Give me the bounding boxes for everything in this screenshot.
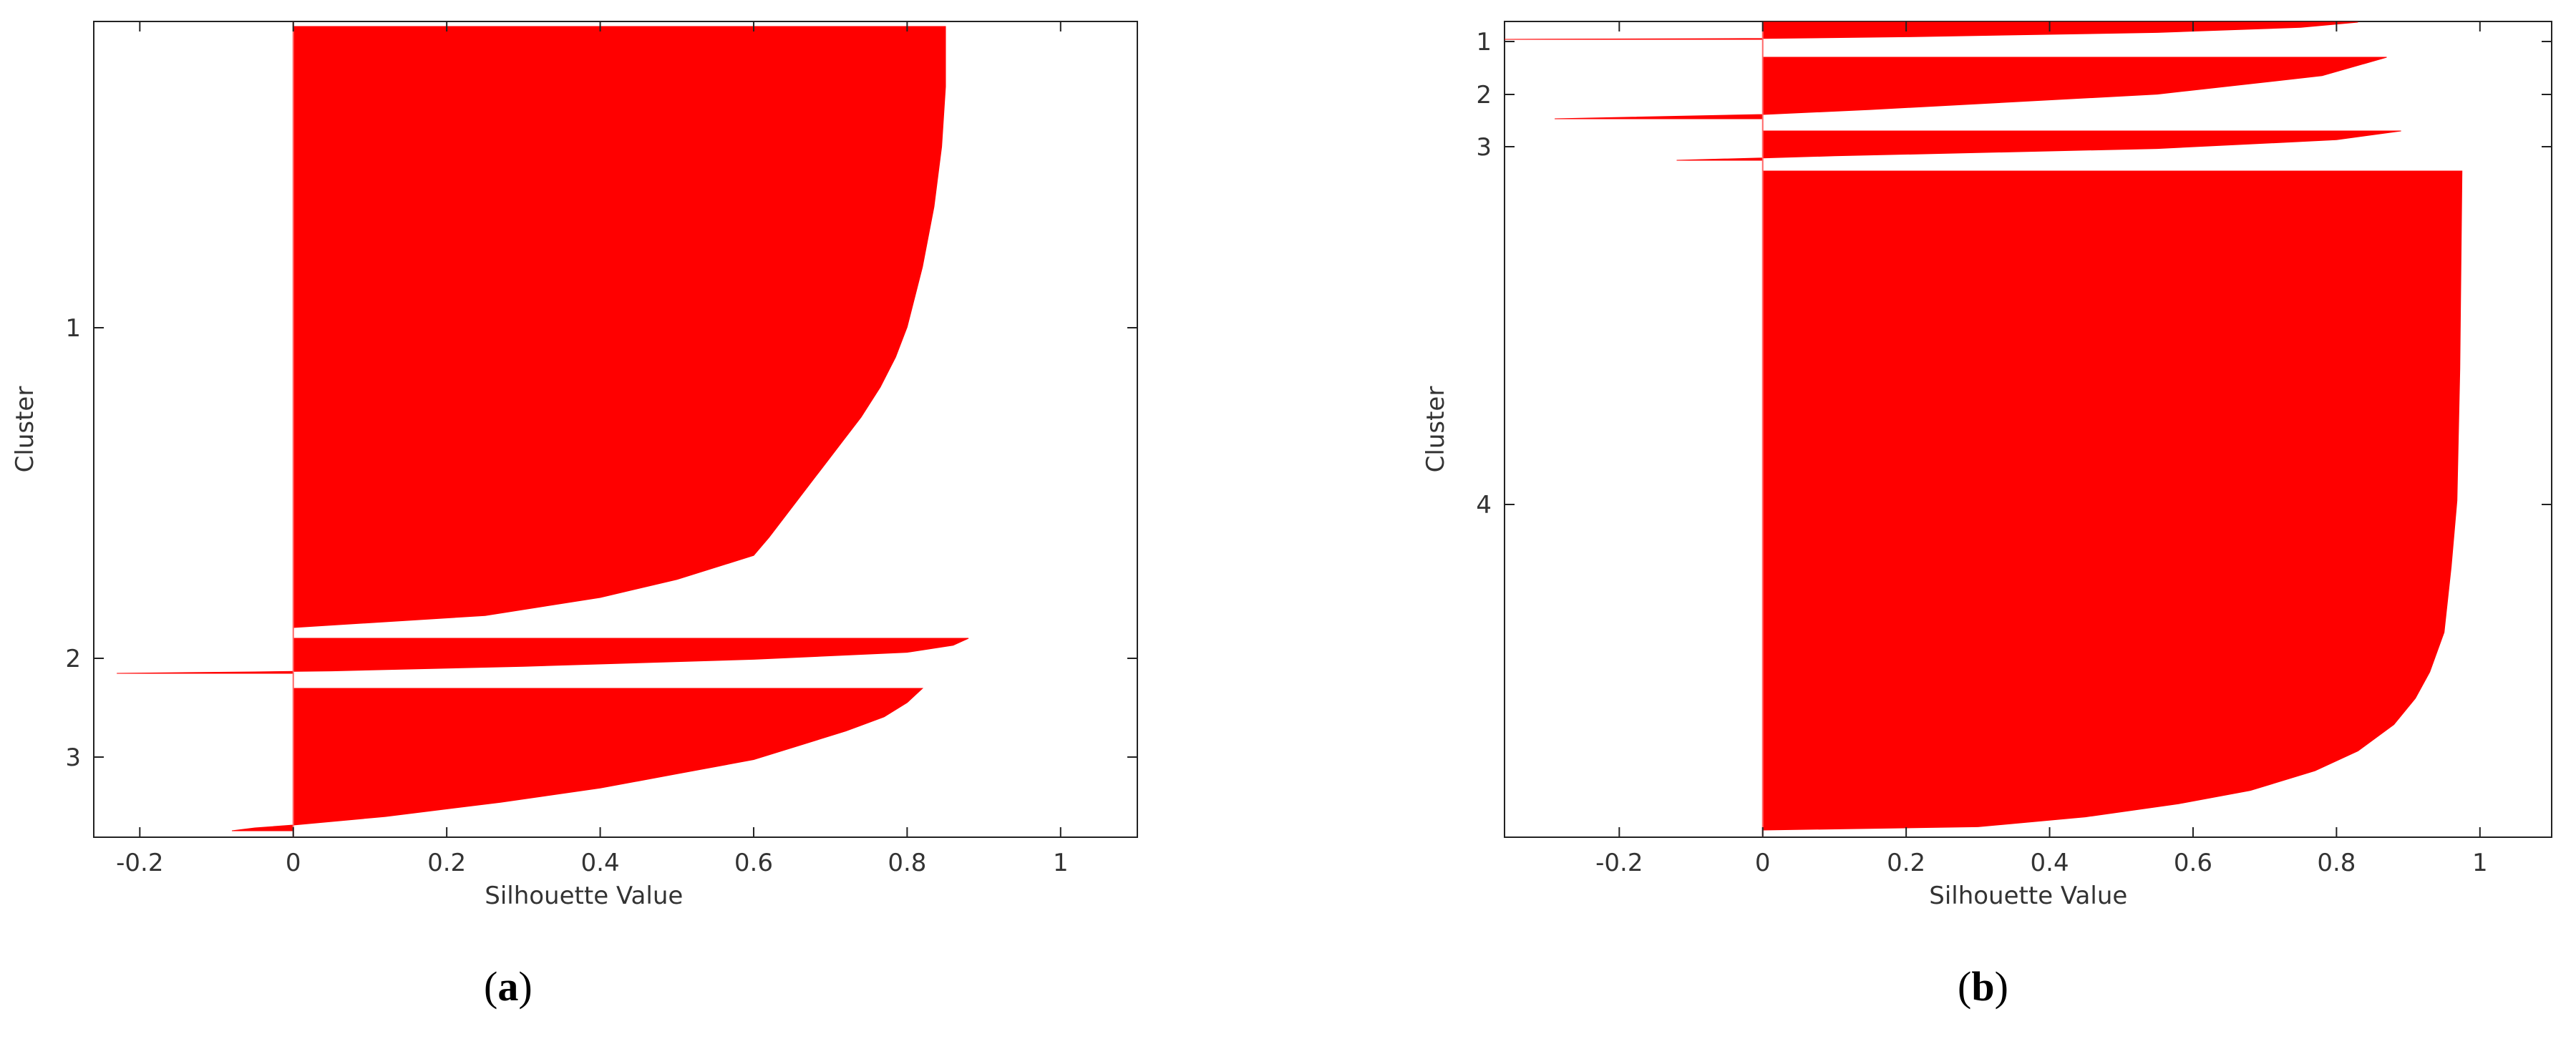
x-tick-label: 0.8	[888, 849, 926, 877]
y-tick-label: 3	[1476, 133, 1492, 162]
x-tick-label: 0.6	[2174, 849, 2212, 877]
x-tick-label: 0.2	[427, 849, 466, 877]
caption-b: (b)	[1958, 963, 2008, 1010]
x-tick-label: 0.2	[1887, 849, 1925, 877]
x-tick-label: 0	[1755, 849, 1771, 877]
silhouette-chart-b: -0.2 0 0.2 0.4 0.6 0.8 1 1 2 3 4 Silhouette Value Cl…	[1421, 21, 2552, 910]
silhouette-chart-a: -0.2 0 0.2 0.4 0.6 0.8 1 1 2 3 Silhouette Value Clu…	[11, 21, 1138, 910]
y-tick-label: 2	[65, 645, 81, 673]
y-axis-title: Cluster	[11, 386, 39, 473]
y-tick-label: 1	[65, 314, 81, 343]
y-tick-label: 2	[1476, 81, 1492, 109]
x-tick-label: 1	[2472, 849, 2488, 877]
y-tick-label: 4	[1476, 491, 1492, 520]
silhouette-cluster-1	[293, 26, 946, 628]
x-tick-label: 0.4	[2031, 849, 2069, 877]
x-tick-label: -0.2	[116, 849, 163, 877]
silhouette-cluster-1	[1504, 21, 2358, 40]
x-tick-label: 0.4	[581, 849, 620, 877]
y-tick-label: 1	[1476, 28, 1492, 57]
silhouette-cluster-4	[1762, 170, 2463, 831]
x-axis-title: Silhouette Value	[485, 882, 683, 910]
silhouette-cluster-3	[231, 688, 924, 831]
x-axis-title: Silhouette Value	[1929, 882, 2127, 910]
caption-a: (a)	[484, 963, 533, 1010]
y-axis-title: Cluster	[1421, 386, 1450, 473]
y-tick-label: 3	[65, 743, 81, 772]
x-tick-label: -0.2	[1595, 849, 1643, 877]
x-tick-label: 0.8	[2317, 849, 2356, 877]
x-tick-label: 0.6	[734, 849, 773, 877]
x-tick-label: 1	[1053, 849, 1069, 877]
silhouette-cluster-3	[1676, 130, 2401, 161]
silhouette-cluster-2	[1555, 57, 2387, 119]
x-tick-label: 0	[286, 849, 301, 877]
silhouette-cluster-2	[117, 638, 969, 674]
